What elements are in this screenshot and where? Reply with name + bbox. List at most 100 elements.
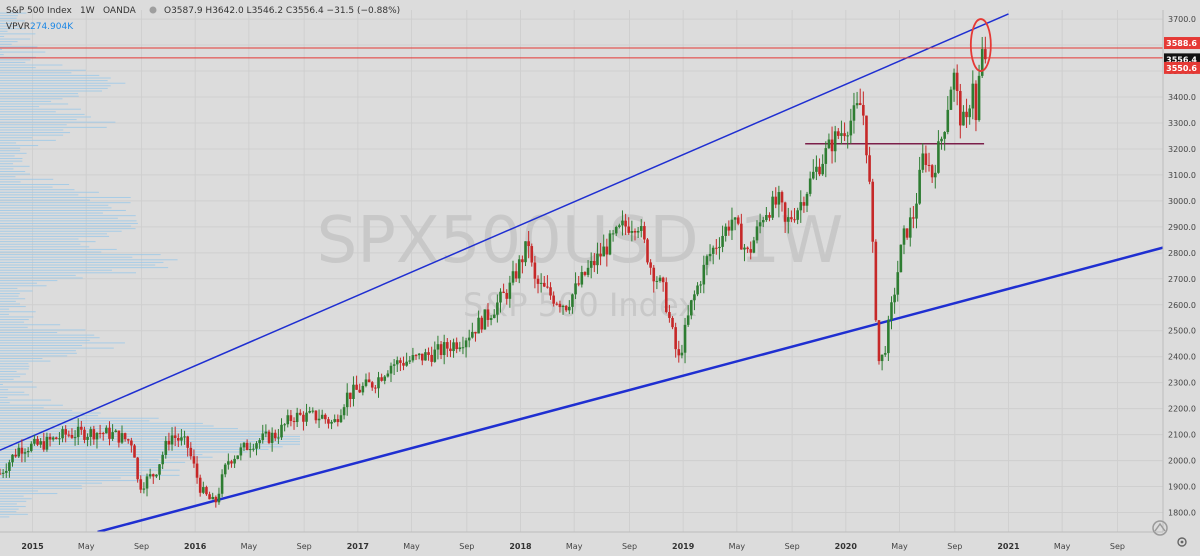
- volume-profile-bar: [0, 215, 136, 217]
- candle-body: [790, 217, 793, 220]
- candle-body: [245, 442, 249, 451]
- candle-body: [618, 225, 621, 227]
- candle-body: [220, 474, 224, 494]
- candle-body: [661, 277, 665, 283]
- price-axis[interactable]: 1800.0 1900.0 2000.0 2100.0 2200.0 2300.0 2400…: [1164, 15, 1200, 518]
- volume-profile-bar: [0, 64, 63, 66]
- candle-body: [114, 430, 118, 433]
- volume-profile-bar: [0, 451, 248, 453]
- volume-profile-bar: [0, 163, 14, 165]
- candle-body: [517, 259, 521, 279]
- candle-body: [480, 317, 484, 330]
- volume-profile-bar: [0, 176, 16, 178]
- volume-profile-bar: [0, 51, 46, 53]
- volume-profile-bar: [0, 67, 36, 69]
- volume-profile-bar: [0, 173, 31, 175]
- candle-body: [151, 474, 155, 477]
- candle-body: [890, 302, 893, 320]
- candle-body: [283, 424, 286, 426]
- candle-body: [564, 305, 568, 311]
- volume-profile-bar: [0, 189, 75, 191]
- candle-body: [771, 196, 774, 218]
- volume-profile-bar: [0, 207, 112, 209]
- candle-body: [780, 192, 784, 203]
- candle-body: [317, 418, 321, 421]
- candle-body: [849, 120, 853, 136]
- volume-profile-bar: [0, 196, 131, 198]
- candle-body: [880, 354, 884, 362]
- volume-profile-bar: [0, 77, 111, 79]
- candle-body: [51, 437, 55, 440]
- volume-profile-bar: [0, 368, 29, 370]
- candle-body: [101, 433, 105, 435]
- candle-body: [530, 246, 534, 263]
- candle-body: [496, 302, 499, 315]
- volume-profile-bar: [0, 132, 71, 134]
- candle-body: [605, 246, 609, 255]
- candle-body: [840, 133, 843, 136]
- candle-body: [887, 319, 890, 354]
- candle-body: [424, 352, 427, 361]
- header-interval[interactable]: 1W: [80, 6, 95, 16]
- candle-body: [508, 282, 512, 299]
- volume-profile-bar: [0, 373, 26, 375]
- candle-body: [561, 305, 565, 308]
- candle-body: [568, 306, 571, 311]
- volume-profile-bar: [0, 287, 18, 289]
- candle-body: [23, 452, 27, 454]
- volume-profile-bar: [0, 282, 37, 284]
- candle-body: [740, 223, 743, 250]
- candle-body: [89, 429, 93, 437]
- price-tick-label: 2700.0: [1168, 275, 1196, 284]
- volume-profile-bar: [0, 454, 203, 456]
- volume-profile-bar: [0, 412, 101, 414]
- volume-profile-bar: [0, 82, 126, 84]
- candle-body: [614, 226, 618, 234]
- volume-profile-bar: [0, 139, 56, 141]
- time-tick-label: 2016: [184, 542, 207, 551]
- candle-body: [236, 455, 240, 459]
- candle-body: [968, 108, 971, 118]
- candle-body: [636, 230, 640, 233]
- candle-body: [364, 379, 368, 386]
- volume-profile-bar: [0, 191, 99, 193]
- candle-body: [399, 360, 402, 363]
- candle-body: [42, 441, 46, 450]
- volume-profile-bar: [0, 495, 24, 497]
- volume-profile-bar: [0, 417, 159, 419]
- candle-body: [664, 282, 668, 313]
- volume-profile-bar: [0, 69, 86, 71]
- candle-body: [449, 348, 452, 352]
- candle-body: [139, 479, 143, 490]
- header-symbol[interactable]: S&P 500 Index: [6, 6, 73, 16]
- candle-body: [715, 247, 718, 249]
- candle-body: [108, 427, 111, 439]
- time-tick-label: Sep: [947, 542, 962, 551]
- volume-profile-bar: [0, 446, 283, 448]
- indicator-name[interactable]: VPVR: [6, 22, 30, 32]
- volume-profile-bar: [0, 396, 8, 398]
- volume-profile-bar: [0, 459, 159, 461]
- candle-body: [649, 262, 652, 268]
- volume-profile-bar: [0, 158, 23, 160]
- candle-body: [758, 222, 762, 227]
- volume-profile-bar: [0, 199, 90, 201]
- candle-body: [214, 496, 218, 503]
- volume-profile-bar: [0, 152, 27, 154]
- volume-profile-bar: [0, 225, 132, 227]
- visibility-icon[interactable]: [149, 6, 157, 14]
- volume-profile-bar: [0, 272, 137, 274]
- candle-body: [405, 361, 408, 366]
- volume-profile-bar: [0, 134, 64, 136]
- settings-gear-icon[interactable]: [1177, 537, 1187, 547]
- candle-body: [86, 436, 89, 440]
- time-tick-label: May: [566, 542, 583, 551]
- header-broker: OANDA: [103, 6, 137, 16]
- candle-body: [946, 109, 950, 133]
- candle-body: [430, 354, 433, 362]
- candle-body: [311, 410, 315, 412]
- price-tick-label: 2600.0: [1168, 301, 1196, 310]
- candle-body: [752, 240, 756, 253]
- time-axis[interactable]: 2015 May Sep 2016 May Sep 2017 May Sep 2018 May Sep…: [21, 542, 1125, 551]
